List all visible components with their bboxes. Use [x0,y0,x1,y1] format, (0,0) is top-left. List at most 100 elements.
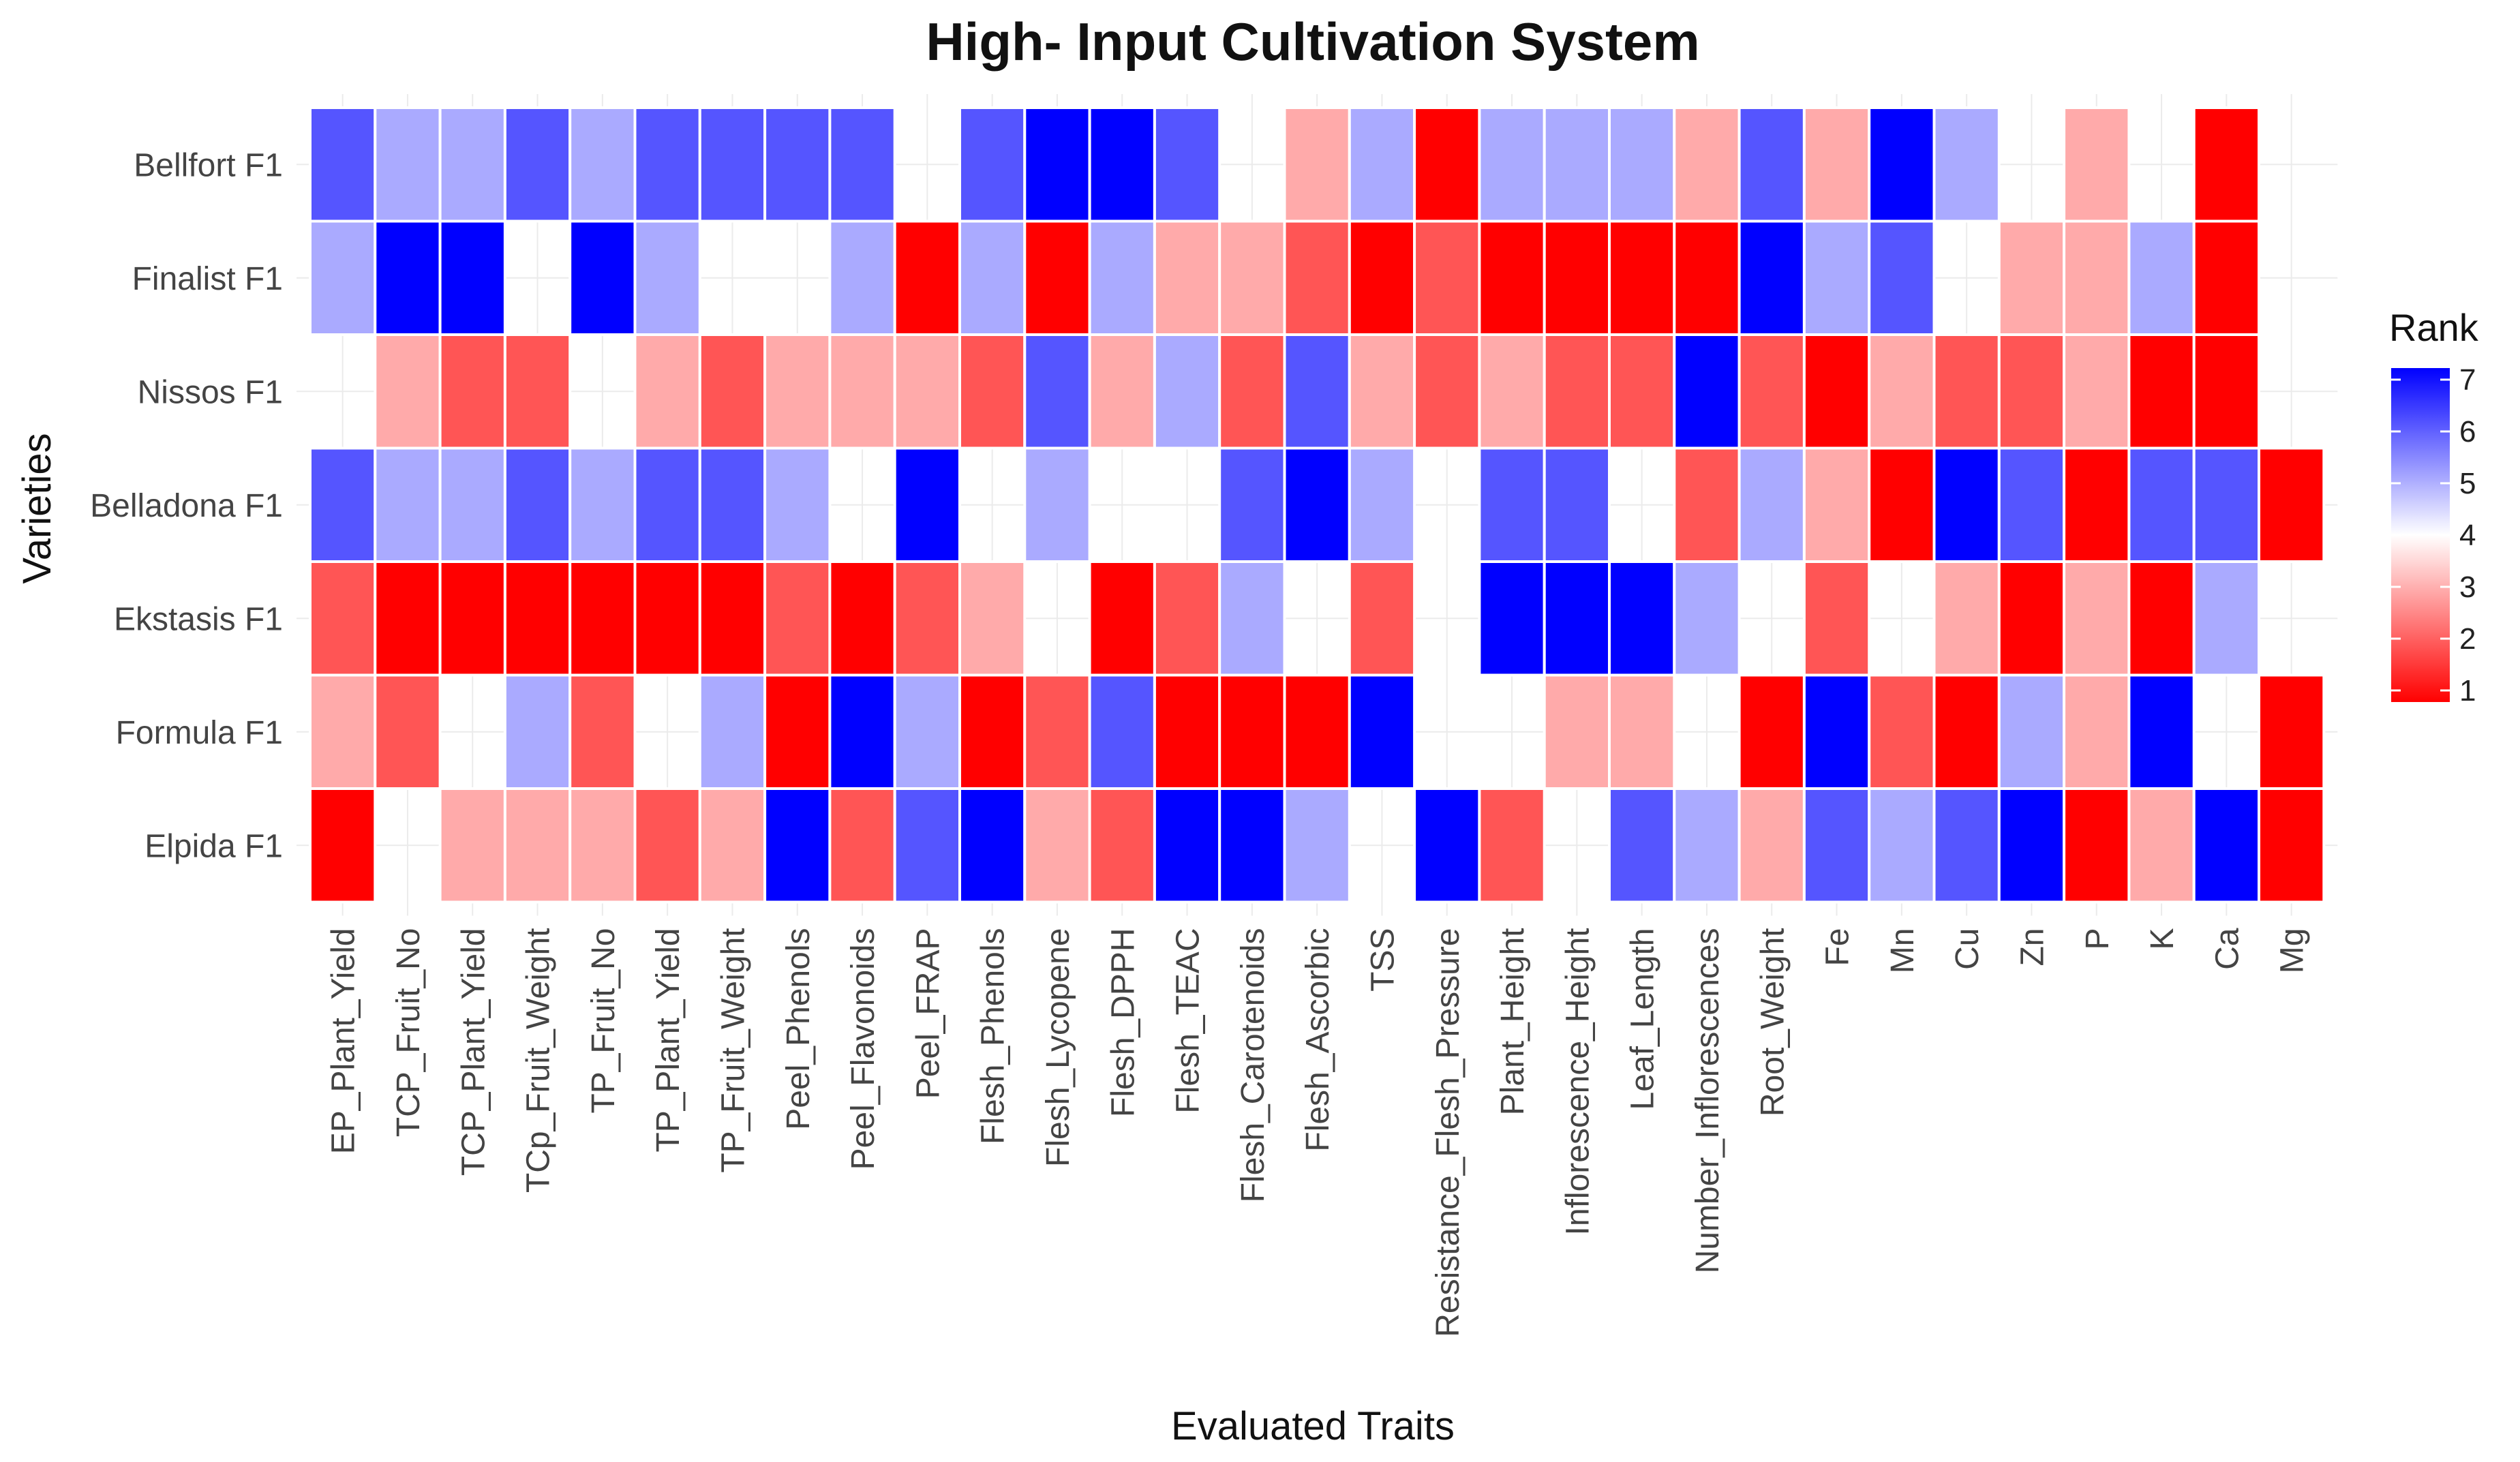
x-tick-label: TP_Plant_Yield [650,928,686,1153]
heatmap-cell [1932,446,2001,563]
heatmap-cell [1088,333,1156,450]
heatmap-cell [1218,446,1286,563]
heatmap-cell [1153,333,1221,450]
legend-colorbar [2391,368,2450,702]
x-tick-label: Cu [1949,928,1986,970]
heatmap-cell [2192,106,2260,223]
heatmap-cell [893,673,961,790]
x-tick-label: TP_Fruit_No [586,928,622,1114]
x-tick-label: Flesh_Phenols [975,928,1012,1145]
chart-title: High- Input Cultivation System [926,12,1699,72]
legend-tick-label: 1 [2459,674,2476,707]
heatmap-cell [1737,673,1806,790]
heatmap-cell [1673,560,1741,677]
heatmap-cell [2063,673,2131,790]
heatmap-cell [633,106,701,223]
heatmap-cell [1478,560,1546,677]
legend-ticks: 7 6 5 4 3 2 1 [2391,363,2476,707]
heatmap-cell [828,219,896,336]
heatmap-cell [633,446,701,563]
heatmap-cell [568,219,637,336]
heatmap-cell [438,560,506,677]
heatmap-cell [1608,673,1676,790]
heatmap-cell [374,333,442,450]
heatmap-cell [1673,333,1741,450]
x-tick-label: Peel_FRAP [910,928,946,1099]
heatmap-cell [1868,219,1936,336]
legend-tick-label: 6 [2459,415,2476,448]
heatmap-cell [1932,673,2001,790]
x-tick-labels: EP_Plant_Yield TCP_Fruit_No TCP_Plant_Yiel… [326,928,2311,1337]
x-tick-label: TCP_Fruit_No [391,928,427,1138]
heatmap-cell [698,673,767,790]
heatmap-cell [1218,333,1286,450]
x-tick-label: TCP_Plant_Yield [455,928,491,1176]
x-tick-label: Flesh_TEAC [1170,928,1206,1114]
heatmap-cell [1283,673,1351,790]
heatmap-cell [828,673,896,790]
heatmap-cell [1023,673,1091,790]
heatmap-cell [568,446,637,563]
heatmap-cell [1348,333,1416,450]
heatmap-cell [2258,446,2326,563]
x-tick-label: Number_Inflorescences [1690,928,1726,1274]
heatmap-cell [1023,787,1091,904]
heatmap-cell [309,219,377,336]
heatmap-cell [1737,106,1806,223]
heatmap-cell [1283,787,1351,904]
heatmap-cell [1802,219,1871,336]
heatmap-cell [1802,560,1871,677]
x-tick-label: Peel_Phenols [780,928,817,1130]
heatmap-cell [633,219,701,336]
heatmap-cell [633,560,701,677]
heatmap-cell [1997,787,2066,904]
heatmap-cell [1868,673,1936,790]
y-tick-label: Belladona F1 [90,488,283,524]
heatmap-cell [1608,219,1676,336]
heatmap-cell [1413,333,1481,450]
heatmap-cell [1283,106,1351,223]
heatmap-cell [893,787,961,904]
heatmap-cell [1997,219,2066,336]
heatmap-cell [1478,219,1546,336]
heatmap-cell [2063,787,2131,904]
legend-tick-label: 3 [2459,570,2476,604]
heatmap-cell [1218,560,1286,677]
heatmap-cell [1673,219,1741,336]
heatmap-cell [1153,219,1221,336]
heatmap-cell [1737,787,1806,904]
heatmap-cell [958,673,1027,790]
heatmap-cell [958,560,1027,677]
x-tick-label: Root_Weight [1755,928,1791,1117]
heatmap-cell [2127,333,2196,450]
x-tick-label: Flesh_Lycopene [1040,928,1076,1167]
heatmap-cell [828,333,896,450]
x-tick-label: TCp_Fruit_Weight [521,928,557,1193]
heatmap-cell [2063,446,2131,563]
heatmap-cell [1737,333,1806,450]
heatmap-cell [1608,787,1676,904]
heatmap-cell [1088,106,1156,223]
heatmap-cell [1088,787,1156,904]
legend-title: Rank [2389,306,2479,349]
heatmap-cell [2127,219,2196,336]
heatmap-cell [1153,787,1221,904]
heatmap-cell [374,560,442,677]
heatmap-cell [1868,446,1936,563]
heatmap-cell [309,673,377,790]
heatmap-cell [1932,333,2001,450]
heatmap-cell [1023,333,1091,450]
heatmap-cell [633,333,701,450]
heatmap-cell [698,106,767,223]
heatmap-cell [2063,333,2131,450]
heatmap-cell [1153,106,1221,223]
heatmap-cell [438,106,506,223]
heatmap-cell [438,219,506,336]
heatmap-cell [1283,333,1351,450]
heatmap-cell [1543,219,1611,336]
heatmap-cell [503,333,572,450]
heatmap-cell [2192,787,2260,904]
heatmap-cell [1673,446,1741,563]
heatmap-cell [1737,219,1806,336]
heatmap-cell [828,787,896,904]
